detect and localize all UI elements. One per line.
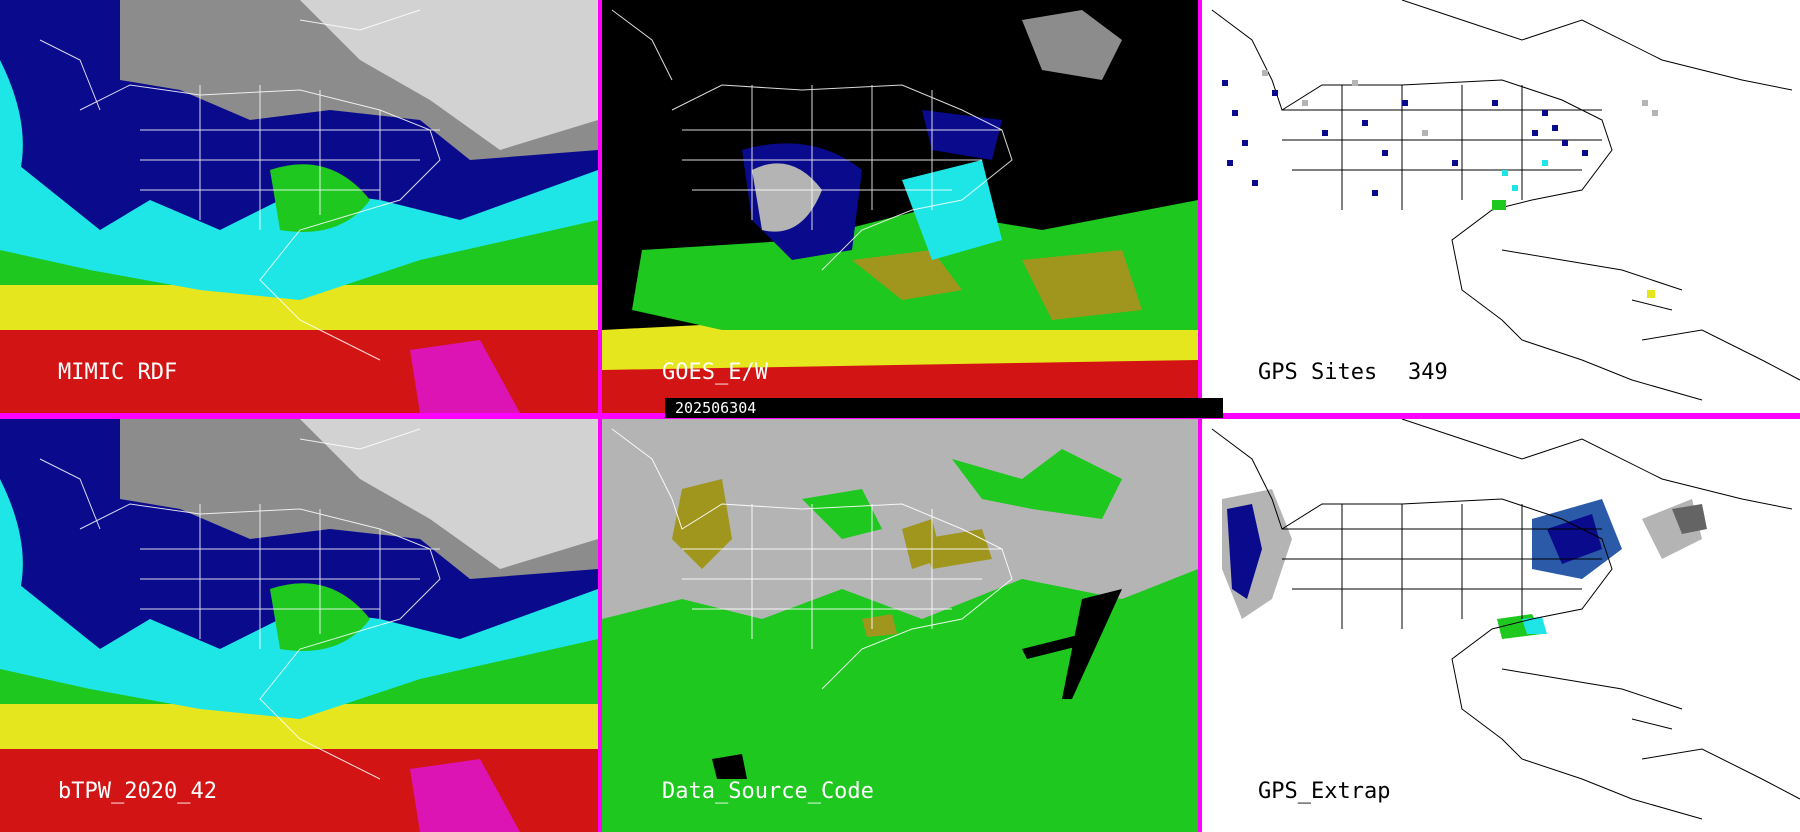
panel-gps-sites: GPS Sites 349 [1202,0,1800,413]
gps-extrap-label: GPS_Extrap [1258,779,1391,804]
gps-sites-count: 349 [1408,360,1448,385]
data-source-map [602,419,1198,832]
panel-mimic-rdf: MIMIC RDF [0,0,598,413]
gps-sites-map [1202,0,1800,413]
btpw-map [0,419,598,832]
panel-goes: GOES_E/W [602,0,1198,413]
panel-data-source: Data_Source_Code [602,419,1198,832]
goes-label: GOES_E/W [662,360,768,385]
panel-btpw: bTPW_2020_42 [0,419,598,832]
mimic-rdf-label: MIMIC RDF [58,360,178,385]
timestamp-bar: 202506304 [665,398,1223,418]
data-source-label: Data_Source_Code [662,779,874,804]
timestamp-text: 202506304 [675,399,757,417]
gps-sites-label: GPS Sites [1258,360,1378,385]
btpw-label: bTPW_2020_42 [58,779,217,804]
panel-gps-extrap: GPS_Extrap [1202,419,1800,832]
mimic-rdf-map [0,0,598,413]
gps-extrap-map [1202,419,1800,832]
goes-map [602,0,1198,413]
